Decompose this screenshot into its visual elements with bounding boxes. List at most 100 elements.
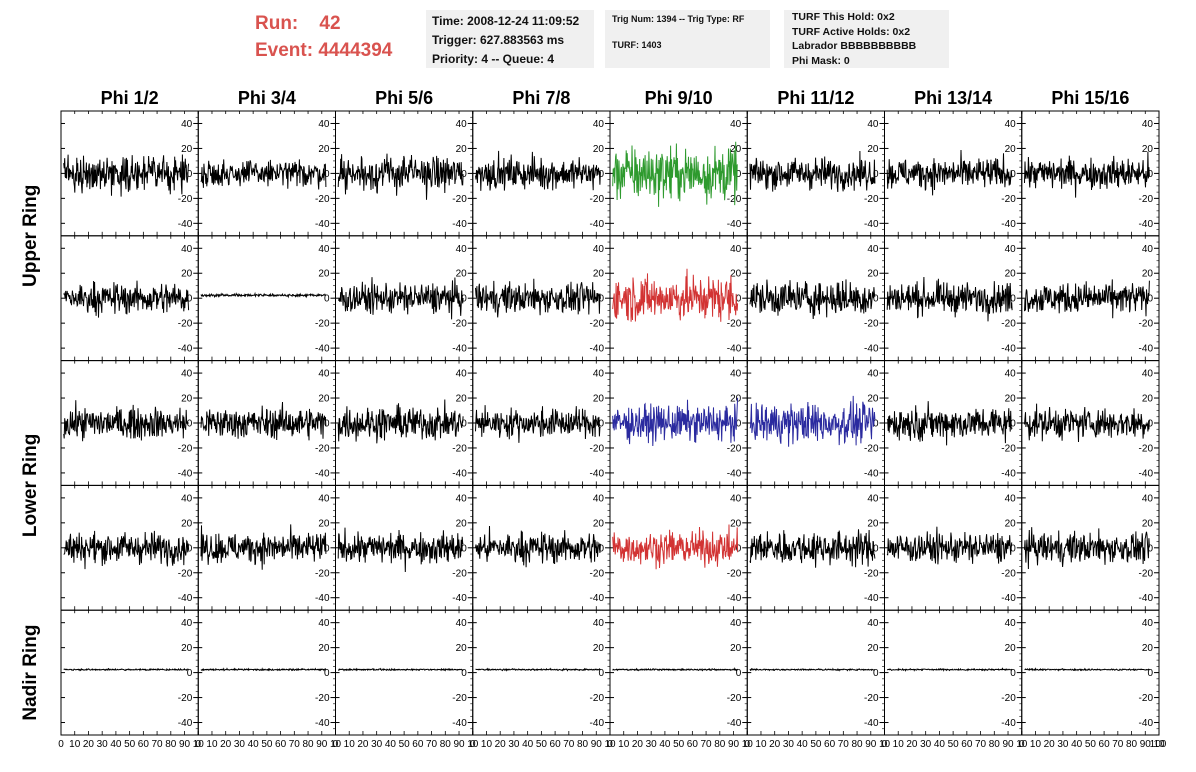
x-tick-label: 10 (69, 739, 81, 750)
x-tick-label: 30 (646, 739, 658, 750)
y-tick-label: 40 (593, 369, 605, 380)
x-tick-label: 10 (618, 739, 630, 750)
x-tick-label: 80 (714, 739, 726, 750)
y-tick-label: -40 (864, 718, 879, 729)
waveform-trace (749, 150, 876, 193)
y-tick-label: -20 (727, 693, 742, 704)
waveform-trace (1024, 151, 1150, 198)
x-tick-label: 30 (783, 739, 795, 750)
y-tick-label: -20 (315, 194, 330, 205)
waveform-trace (337, 667, 464, 672)
column-title: Phi 3/4 (238, 88, 296, 108)
x-tick-label: 80 (989, 739, 1001, 750)
y-tick-label: 0 (187, 294, 193, 305)
waveform-trace (886, 401, 1013, 446)
waveform-trace (200, 291, 327, 299)
y-tick-label: 40 (181, 369, 193, 380)
ring-label: Nadir Ring (20, 625, 41, 721)
y-tick-label: 40 (1142, 369, 1154, 380)
waveform-trace (612, 667, 738, 672)
x-tick-label: 40 (385, 739, 397, 750)
x-tick-label: 40 (659, 739, 671, 750)
y-tick-label: 40 (867, 244, 879, 255)
y-tick-label: 0 (598, 294, 604, 305)
y-tick-label: -20 (178, 693, 193, 704)
y-tick-label: 0 (873, 419, 879, 430)
y-tick-label: 40 (593, 493, 605, 504)
y-tick-label: 40 (1005, 244, 1017, 255)
x-tick-label: 10 (330, 739, 342, 750)
y-tick-label: 0 (187, 169, 193, 180)
labrador-line: Labrador BBBBBBBBBB (792, 40, 917, 52)
y-tick-label: -20 (1139, 194, 1154, 205)
y-tick-label: -40 (590, 219, 605, 230)
y-tick-label: 0 (1147, 543, 1153, 554)
waveform-trace (612, 524, 739, 570)
y-tick-label: -40 (1139, 593, 1154, 604)
run-row: Run: 42 (255, 10, 392, 37)
x-tick-label: 40 (1071, 739, 1083, 750)
y-tick-label: 0 (324, 419, 330, 430)
x-tick-label: 10 (604, 739, 616, 750)
y-tick-label: 40 (867, 369, 879, 380)
waveform-trace (886, 276, 1013, 322)
y-tick-label: 20 (867, 643, 879, 654)
time-line: Time: 2008-12-24 11:09:52 (432, 14, 580, 28)
column-title: Phi 13/14 (914, 88, 992, 108)
y-tick-label: -40 (452, 718, 467, 729)
y-tick-label: 20 (181, 269, 193, 280)
turf-active-line: TURF Active Holds: 0x2 (792, 25, 911, 38)
y-tick-label: -20 (452, 443, 467, 454)
y-tick-label: 0 (1010, 419, 1016, 430)
y-tick-label: 40 (593, 244, 605, 255)
y-tick-label: -20 (1001, 194, 1016, 205)
x-tick-label: 30 (371, 739, 383, 750)
x-tick-label: 40 (248, 739, 260, 750)
column-title: Phi 15/16 (1051, 88, 1129, 108)
x-tick-label: 70 (975, 739, 987, 750)
waveform-trace (1024, 667, 1150, 672)
y-tick-label: -40 (315, 468, 330, 479)
y-tick-label: 20 (867, 269, 879, 280)
x-tick-label: 70 (563, 739, 575, 750)
panel-frame (609, 609, 748, 736)
turf-hold-line: TURF This Hold: 0x2 (792, 11, 895, 23)
x-tick-label: 20 (906, 739, 918, 750)
trigger-line: Trigger: 627.883563 ms (432, 33, 565, 47)
y-tick-label: -40 (864, 344, 879, 355)
y-tick-label: -40 (452, 593, 467, 604)
waveform-trace (612, 141, 738, 207)
y-tick-label: 20 (867, 518, 879, 529)
y-tick-label: -20 (590, 693, 605, 704)
y-tick-label: 0 (598, 543, 604, 554)
y-tick-label: -20 (315, 693, 330, 704)
x-tick-label: 0 (882, 739, 888, 750)
y-tick-label: 40 (318, 618, 330, 629)
y-tick-label: 0 (324, 543, 330, 554)
y-tick-label: 40 (1142, 493, 1154, 504)
y-tick-label: 0 (873, 668, 879, 679)
run-event-box: Run: 42 Event: 4444394 (255, 10, 392, 64)
y-tick-label: 40 (181, 618, 193, 629)
x-tick-label: 0 (744, 739, 750, 750)
y-tick-label: -20 (864, 568, 879, 579)
y-tick-label: 0 (461, 294, 467, 305)
y-tick-label: -20 (1001, 693, 1016, 704)
y-tick-label: -20 (178, 568, 193, 579)
y-tick-label: 40 (1142, 119, 1154, 130)
trig-info-box: Trig Num: 1394 -- Trig Type: RF TURF: 14… (605, 10, 770, 68)
y-tick-label: 20 (1005, 643, 1017, 654)
y-tick-label: 20 (1142, 144, 1154, 155)
y-tick-label: 20 (1142, 643, 1154, 654)
y-tick-label: 0 (598, 419, 604, 430)
y-tick-label: 20 (181, 518, 193, 529)
y-tick-label: -40 (590, 718, 605, 729)
y-tick-label: 0 (1147, 668, 1153, 679)
y-tick-label: -40 (727, 344, 742, 355)
x-tick-label: 60 (961, 739, 973, 750)
y-tick-label: 0 (598, 668, 604, 679)
y-tick-label: 0 (736, 294, 742, 305)
y-tick-label: 40 (181, 244, 193, 255)
y-tick-label: -20 (452, 693, 467, 704)
x-tick-label: 70 (289, 739, 301, 750)
